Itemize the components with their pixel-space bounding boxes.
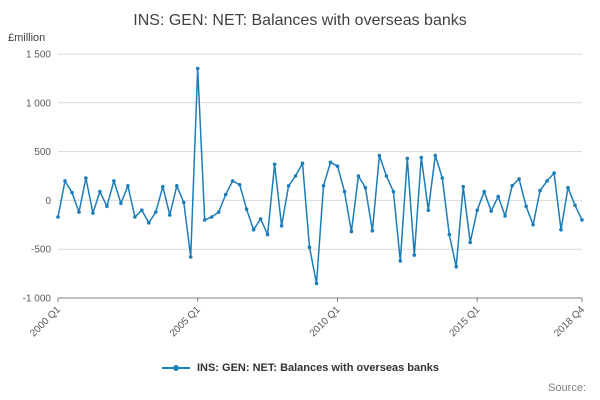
data-point bbox=[105, 204, 109, 209]
data-point bbox=[202, 218, 207, 222]
data-point bbox=[433, 153, 438, 158]
line-chart: -1 000 -500 0 500 1 000 1 500 2000 Q1 2005 Q1 20… bbox=[23, 50, 588, 340]
data-point bbox=[140, 208, 144, 212]
data-point bbox=[56, 215, 60, 219]
data-point bbox=[161, 184, 165, 189]
data-point bbox=[356, 174, 361, 178]
y-tick-label: -1 000 bbox=[23, 294, 52, 305]
y-tick-label: 1 000 bbox=[26, 98, 51, 109]
data-point bbox=[307, 245, 312, 249]
data-point bbox=[335, 164, 340, 168]
legend-line-marker-icon bbox=[161, 365, 190, 371]
data-point bbox=[251, 227, 256, 232]
data-point bbox=[454, 265, 459, 269]
data-point bbox=[531, 223, 535, 227]
data-point bbox=[230, 179, 235, 183]
data-point bbox=[70, 190, 74, 195]
data-point bbox=[154, 210, 158, 214]
data-point bbox=[370, 228, 375, 233]
x-tick-label: 2010 Q1 bbox=[308, 304, 343, 339]
data-point bbox=[440, 176, 445, 180]
data-point bbox=[545, 179, 549, 183]
data-point bbox=[384, 174, 389, 178]
data-point bbox=[377, 153, 382, 158]
data-point bbox=[412, 253, 417, 257]
data-point bbox=[503, 214, 507, 218]
data-point bbox=[91, 211, 95, 215]
data-point bbox=[517, 177, 521, 181]
data-point bbox=[398, 259, 403, 263]
data-point bbox=[112, 179, 116, 183]
x-tick-label: 2018 Q4 bbox=[552, 304, 587, 339]
y-tick-label: -500 bbox=[31, 245, 51, 256]
data-point bbox=[510, 184, 514, 188]
data-point bbox=[293, 174, 298, 178]
data-point bbox=[265, 232, 270, 237]
data-point bbox=[147, 221, 151, 225]
data-point bbox=[77, 210, 81, 214]
data-point bbox=[258, 217, 263, 221]
data-point bbox=[314, 281, 319, 286]
data-point bbox=[119, 201, 123, 206]
source-label: Source: bbox=[548, 382, 586, 394]
data-point bbox=[63, 179, 67, 183]
data-point bbox=[133, 215, 137, 219]
data-point bbox=[321, 184, 326, 188]
data-line bbox=[57, 67, 583, 285]
chart-title: INS: GEN: NET: Balances with overseas ba… bbox=[133, 12, 467, 29]
data-point bbox=[188, 255, 193, 259]
data-point bbox=[426, 208, 431, 212]
data-point bbox=[482, 189, 487, 194]
data-point bbox=[405, 156, 410, 161]
legend[interactable]: INS: GEN: NET: Balances with overseas ba… bbox=[0, 362, 600, 374]
data-point bbox=[182, 200, 186, 205]
data-point bbox=[489, 209, 494, 213]
x-tick-label: 2000 Q1 bbox=[28, 304, 63, 339]
data-point bbox=[195, 66, 200, 71]
data-point bbox=[244, 207, 249, 211]
data-point bbox=[524, 204, 528, 209]
data-point bbox=[419, 155, 424, 160]
data-point bbox=[475, 208, 480, 212]
data-point bbox=[573, 203, 577, 208]
data-point bbox=[559, 227, 563, 232]
data-point bbox=[391, 189, 396, 194]
y-tick-label: 1 500 bbox=[26, 50, 51, 61]
data-point bbox=[300, 161, 305, 166]
data-point bbox=[175, 184, 179, 188]
y-axis-unit-label: £million bbox=[8, 32, 46, 44]
data-point bbox=[461, 184, 466, 189]
data-point bbox=[328, 160, 333, 165]
data-point bbox=[286, 184, 291, 188]
data-point bbox=[496, 194, 501, 199]
data-point bbox=[272, 162, 277, 167]
data-point bbox=[216, 210, 221, 214]
y-tick-label: 500 bbox=[34, 147, 51, 158]
data-point bbox=[84, 176, 88, 180]
data-point bbox=[552, 171, 556, 175]
data-point bbox=[126, 184, 130, 188]
data-point bbox=[566, 185, 570, 190]
legend-label: INS: GEN: NET: Balances with overseas ba… bbox=[196, 362, 440, 374]
x-tick-label: 2015 Q1 bbox=[447, 304, 482, 339]
data-point bbox=[98, 189, 102, 194]
data-point bbox=[168, 213, 172, 217]
data-point bbox=[209, 215, 214, 219]
data-point bbox=[580, 218, 584, 222]
y-tick-label: 0 bbox=[45, 196, 51, 207]
data-point bbox=[342, 189, 347, 194]
x-tick-label: 2005 Q1 bbox=[168, 304, 203, 339]
data-point bbox=[349, 229, 354, 234]
data-point bbox=[279, 224, 284, 228]
data-point bbox=[223, 192, 228, 197]
data-point bbox=[538, 188, 542, 193]
data-point bbox=[363, 185, 368, 190]
data-point bbox=[237, 183, 242, 187]
data-point bbox=[468, 240, 473, 245]
data-point bbox=[447, 232, 452, 237]
